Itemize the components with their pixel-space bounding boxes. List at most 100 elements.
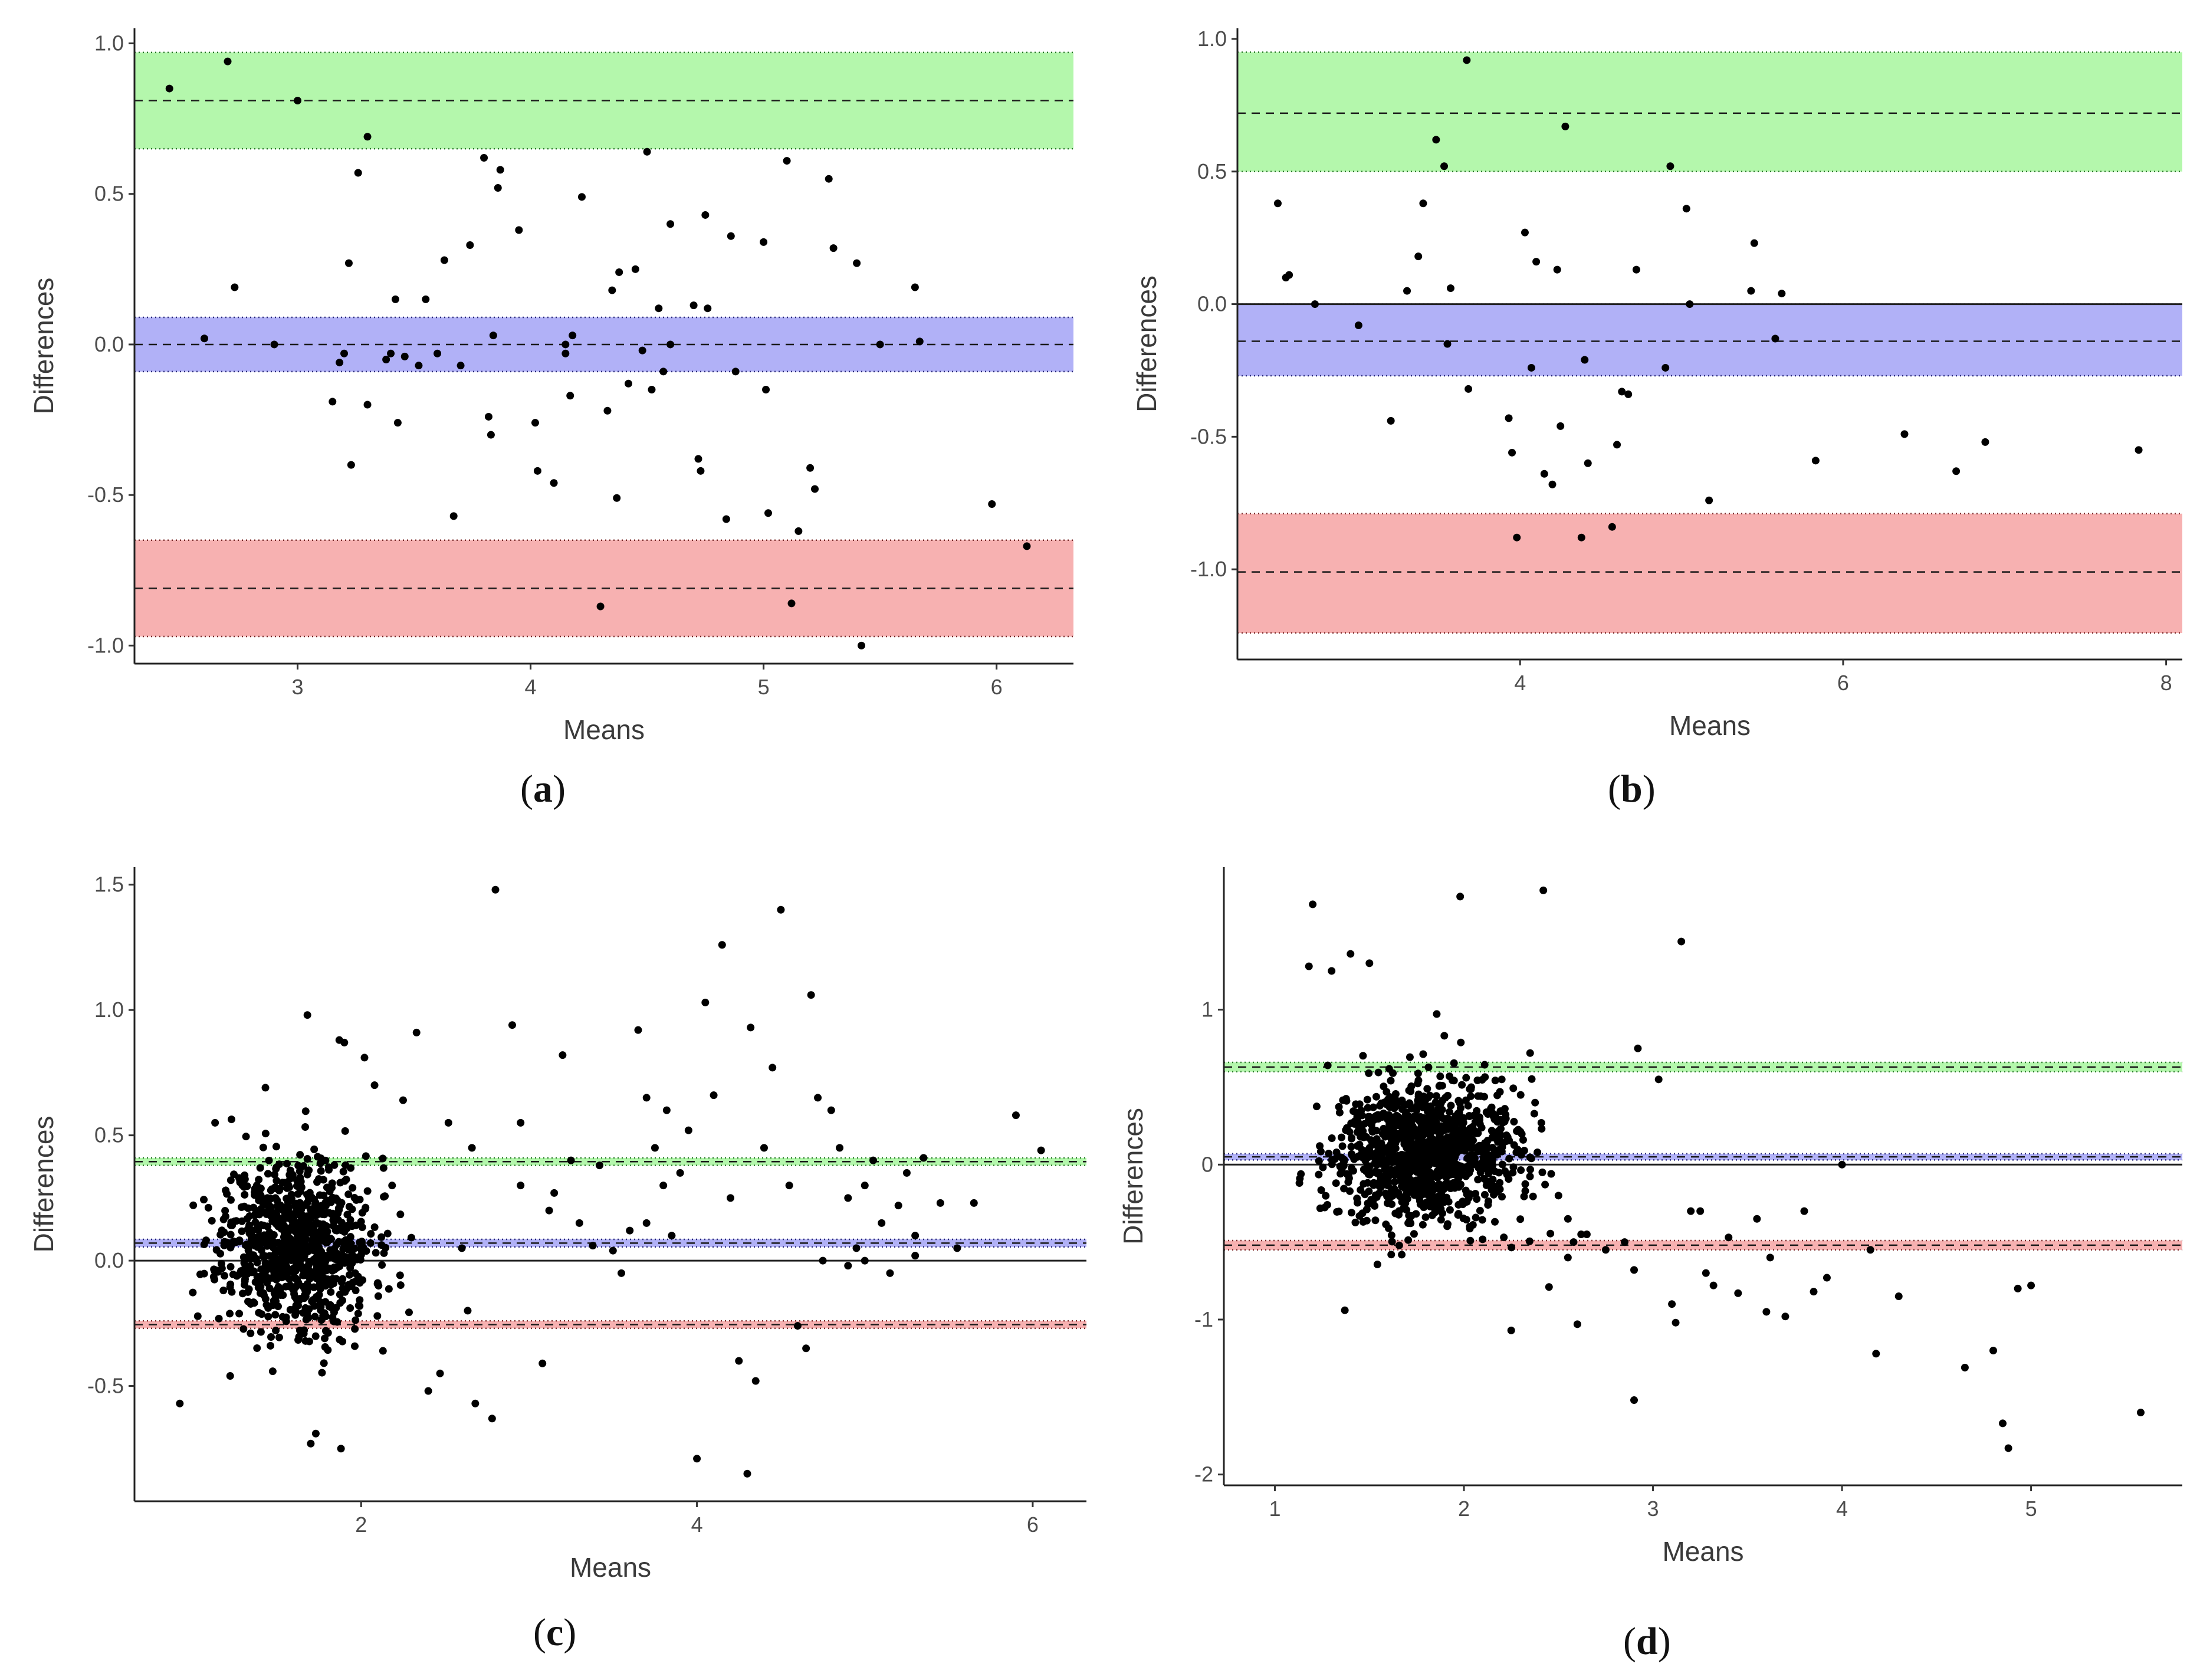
data-point-d-1126 — [1387, 1099, 1395, 1107]
y-axis-title-a: Differences — [28, 278, 59, 415]
x-tick-label-a-3: 6 — [991, 675, 1003, 699]
data-point-d-660 — [1416, 1200, 1424, 1209]
data-point-b-39 — [1747, 287, 1755, 295]
data-point-d-738 — [1357, 1107, 1365, 1115]
data-point-d-827 — [1509, 1169, 1517, 1177]
data-point-d-748 — [1478, 1216, 1486, 1224]
data-point-c-599 — [336, 1336, 344, 1344]
data-point-b-30 — [1613, 441, 1621, 449]
data-point-d-749 — [1370, 1179, 1378, 1187]
data-point-b-46 — [1981, 438, 1989, 446]
data-point-d-980 — [1401, 1199, 1410, 1207]
band-b-2 — [1237, 513, 2182, 634]
data-point-c-19 — [468, 1144, 476, 1152]
data-point-d-1083 — [1489, 1175, 1497, 1183]
data-point-d-879 — [1462, 1216, 1470, 1224]
data-point-d-1152 — [1395, 1164, 1403, 1172]
data-point-c-542 — [237, 1203, 245, 1211]
data-point-c-901 — [342, 1258, 350, 1266]
data-point-c-17 — [444, 1118, 452, 1127]
data-point-c-82 — [861, 1256, 869, 1265]
data-point-d-618 — [1365, 1187, 1373, 1196]
data-point-c-948 — [243, 1182, 251, 1190]
data-point-b-6 — [1403, 287, 1411, 295]
y-tick-label-d-1: -1 — [1194, 1307, 1213, 1331]
data-point-b-17 — [1513, 533, 1521, 542]
y-tick-label-c-4: 1.5 — [94, 872, 124, 897]
data-point-d-1103 — [1476, 1206, 1484, 1215]
data-point-c-870 — [295, 1200, 303, 1208]
data-point-d-14 — [1601, 1246, 1610, 1254]
data-point-c-979 — [200, 1196, 208, 1204]
data-point-d-466 — [1413, 1106, 1421, 1114]
x-tick-label-d-0: 1 — [1269, 1497, 1281, 1521]
data-point-c-47 — [735, 1357, 743, 1365]
panel-label-c: (c) — [533, 1611, 577, 1654]
data-point-d-905 — [1358, 1209, 1367, 1218]
data-point-c-978 — [297, 1181, 305, 1189]
data-point-d-1136 — [1381, 1133, 1389, 1141]
data-point-b-14 — [1465, 385, 1473, 393]
data-point-c-74 — [1012, 1111, 1020, 1120]
data-point-a-12 — [363, 401, 372, 409]
data-point-c-908 — [307, 1244, 316, 1252]
data-point-a-56 — [704, 304, 712, 313]
data-point-d-669 — [1398, 1251, 1406, 1259]
data-point-d-784 — [1395, 1207, 1403, 1215]
data-point-d-42 — [2004, 1444, 2012, 1452]
data-point-c-880 — [272, 1165, 280, 1173]
data-point-d-35 — [1838, 1160, 1846, 1169]
data-point-c-64 — [869, 1156, 877, 1164]
data-point-c-38 — [662, 1106, 671, 1114]
data-point-c-934 — [295, 1219, 303, 1227]
data-point-d-1120 — [1437, 1166, 1445, 1174]
data-point-c-832 — [317, 1316, 326, 1324]
data-point-d-1010 — [1426, 1104, 1434, 1113]
data-point-a-45 — [631, 265, 639, 273]
data-point-d-20 — [1668, 1300, 1676, 1308]
data-point-d-1127 — [1417, 1146, 1426, 1154]
data-point-b-22 — [1548, 480, 1557, 488]
data-point-d-1053 — [1436, 1107, 1444, 1115]
data-point-d-704 — [1534, 1149, 1542, 1157]
band-b-1 — [1237, 304, 2182, 376]
data-point-d-606 — [1414, 1069, 1422, 1078]
data-point-c-980 — [241, 1264, 249, 1272]
data-point-d-678 — [1472, 1190, 1480, 1198]
data-point-d-995 — [1434, 1136, 1443, 1144]
data-point-a-68 — [829, 244, 838, 252]
data-point-c-905 — [265, 1263, 274, 1271]
data-point-c-66 — [886, 1269, 894, 1277]
data-point-d-1081 — [1323, 1200, 1331, 1209]
data-point-d-1109 — [1474, 1176, 1482, 1184]
data-point-c-77 — [642, 1219, 651, 1227]
data-point-d-1102 — [1417, 1097, 1425, 1105]
data-point-d-1125 — [1422, 1189, 1430, 1197]
data-point-d-857 — [1455, 1110, 1463, 1118]
data-point-d-19 — [1654, 1075, 1663, 1084]
data-point-c-744 — [275, 1186, 283, 1195]
data-point-d-29 — [1762, 1308, 1771, 1316]
data-point-c-209 — [377, 1233, 386, 1241]
data-point-c-731 — [312, 1293, 320, 1301]
x-tick-label-d-1: 2 — [1458, 1497, 1470, 1521]
data-point-d-840 — [1316, 1204, 1324, 1212]
data-point-c-742 — [271, 1293, 280, 1301]
data-point-d-889 — [1359, 1052, 1367, 1060]
data-point-c-709 — [314, 1153, 322, 1161]
data-point-d-1000 — [1418, 1220, 1427, 1229]
data-point-a-14 — [387, 349, 395, 357]
data-point-d-845 — [1508, 1243, 1516, 1252]
data-point-a-17 — [400, 352, 409, 360]
data-point-d-947 — [1432, 1092, 1440, 1100]
data-point-b-23 — [1553, 265, 1561, 274]
data-point-c-33 — [626, 1226, 634, 1235]
data-point-c-956 — [264, 1230, 272, 1238]
data-point-b-12 — [1446, 284, 1454, 293]
data-point-d-1117 — [1414, 1090, 1423, 1098]
data-point-c-83 — [911, 1252, 920, 1260]
data-point-a-40 — [603, 406, 612, 415]
data-point-d-100 — [1525, 1237, 1534, 1245]
data-point-d-1142 — [1464, 1127, 1472, 1135]
panel-label-a: (a) — [520, 767, 566, 811]
